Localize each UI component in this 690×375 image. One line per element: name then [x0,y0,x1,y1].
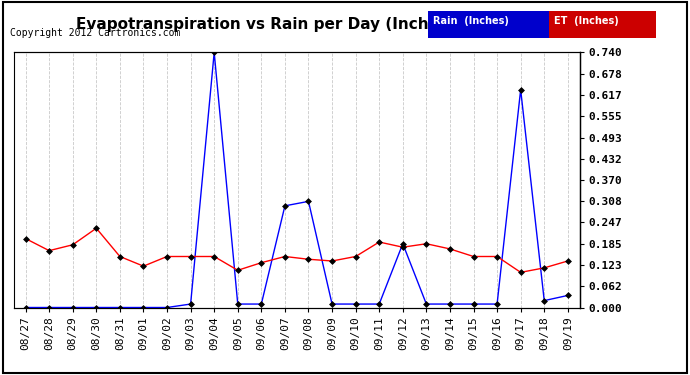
Text: Copyright 2012 Cartronics.com: Copyright 2012 Cartronics.com [10,28,181,38]
Text: Rain  (Inches): Rain (Inches) [433,16,509,26]
Text: ET  (Inches): ET (Inches) [554,16,619,26]
Text: Evapotranspiration vs Rain per Day (Inches) 20120920: Evapotranspiration vs Rain per Day (Inch… [76,17,545,32]
